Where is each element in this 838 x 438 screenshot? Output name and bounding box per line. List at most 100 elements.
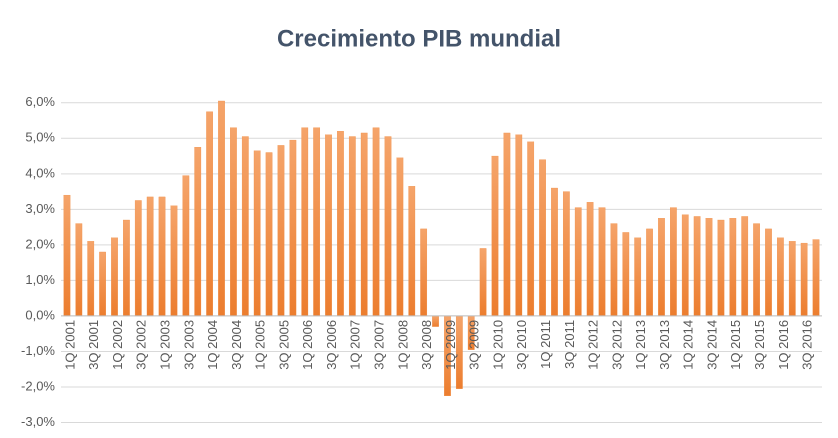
bar (348, 136, 356, 317)
bar (527, 141, 535, 317)
y-tick-label: 0,0% (25, 307, 55, 322)
x-tick-label: 3Q 2010 (514, 320, 529, 370)
x-tick-label: 3Q 2001 (86, 320, 101, 370)
bar (741, 216, 749, 317)
bar (313, 127, 321, 317)
bar (289, 139, 297, 317)
y-tick-label: 1,0% (25, 272, 55, 287)
x-tick-label: 3Q 2016 (800, 320, 815, 370)
bar (194, 147, 202, 317)
x-tick-label: 1Q 2011 (538, 320, 553, 369)
bar (218, 100, 225, 317)
y-tick-label: 4,0% (25, 165, 55, 180)
x-tick-label: 3Q 2002 (134, 320, 149, 370)
bar (63, 194, 71, 317)
bar (372, 127, 380, 317)
x-tick-label: 1Q 2004 (205, 320, 220, 370)
x-tick-label: 3Q 2005 (276, 320, 291, 370)
bar (123, 219, 130, 317)
x-tick-label: 3Q 2003 (181, 320, 196, 370)
x-tick-label: 1Q 2001 (62, 320, 77, 370)
bar (622, 232, 630, 317)
x-tick-label: 1Q 2007 (348, 320, 363, 370)
x-tick-label: 1Q 2006 (300, 320, 315, 370)
y-tick-label: 3,0% (25, 201, 55, 216)
bar (693, 216, 701, 317)
x-tick-label: 3Q 2012 (609, 320, 624, 370)
bar (610, 223, 618, 317)
y-tick-label: 2,0% (25, 236, 55, 251)
bar (551, 187, 558, 317)
bar (301, 127, 309, 317)
x-tick-label: 1Q 2008 (395, 320, 410, 370)
bar (158, 196, 166, 317)
y-tick-label: -3,0% (21, 414, 55, 429)
bar (539, 159, 546, 317)
x-tick-label: 3Q 2006 (324, 320, 339, 370)
bar (479, 248, 487, 317)
bar (206, 111, 213, 317)
bar (503, 132, 511, 317)
bar (182, 175, 190, 317)
x-tick-label: 3Q 2015 (752, 320, 767, 370)
bar (408, 186, 416, 317)
bar (812, 239, 820, 317)
bar (658, 218, 665, 317)
bar (777, 237, 784, 317)
bar (681, 214, 689, 317)
bar (753, 223, 760, 317)
bar (729, 218, 737, 317)
bar (277, 145, 285, 317)
bar (515, 134, 523, 317)
x-tick-label: 3Q 2007 (372, 320, 387, 370)
x-tick-label: 3Q 2008 (419, 320, 434, 370)
y-tick-label: -1,0% (21, 343, 55, 358)
x-tick-label: 3Q 2011 (562, 320, 577, 369)
bar (646, 228, 653, 317)
x-tick-label: 3Q 2009 (467, 320, 482, 370)
bar (420, 228, 428, 317)
y-tick-label: -2,0% (21, 378, 55, 393)
bar (111, 237, 118, 317)
x-tick-label: 1Q 2014 (681, 320, 696, 370)
y-tick-label: 5,0% (25, 130, 55, 145)
x-tick-label: 3Q 2014 (704, 320, 719, 370)
bar (75, 223, 83, 317)
x-tick-label: 1Q 2003 (158, 320, 173, 370)
bar (87, 241, 95, 317)
bar (360, 132, 368, 317)
y-tick-label: 6,0% (25, 94, 55, 109)
bar (586, 202, 594, 317)
bar (717, 219, 725, 317)
x-tick-label: 1Q 2015 (728, 320, 743, 370)
x-tick-label: 3Q 2013 (657, 320, 672, 370)
bar (99, 251, 106, 317)
x-tick-label: 1Q 2005 (253, 320, 268, 370)
chart-title: Crecimiento PIB mundial (277, 25, 561, 52)
bar (146, 196, 154, 317)
x-tick-label: 1Q 2009 (443, 320, 458, 370)
bar (705, 218, 713, 317)
bar (253, 150, 261, 317)
bar (230, 127, 237, 317)
x-tick-label: 1Q 2013 (633, 320, 648, 370)
x-tick-label: 3Q 2004 (229, 320, 244, 370)
bar (384, 136, 392, 317)
bar (765, 228, 772, 317)
bar (134, 200, 142, 317)
bar (265, 152, 273, 317)
bar (396, 157, 404, 317)
bar (325, 134, 332, 317)
x-tick-label: 1Q 2002 (110, 320, 125, 370)
bar (800, 242, 808, 317)
bar (491, 155, 499, 317)
bar (241, 136, 249, 317)
bar (337, 131, 344, 317)
x-tick-label: 1Q 2010 (490, 320, 505, 370)
bar (634, 237, 642, 317)
bar (574, 207, 582, 317)
bar (670, 207, 677, 317)
bar (598, 207, 606, 317)
x-tick-label: 1Q 2012 (586, 320, 601, 370)
